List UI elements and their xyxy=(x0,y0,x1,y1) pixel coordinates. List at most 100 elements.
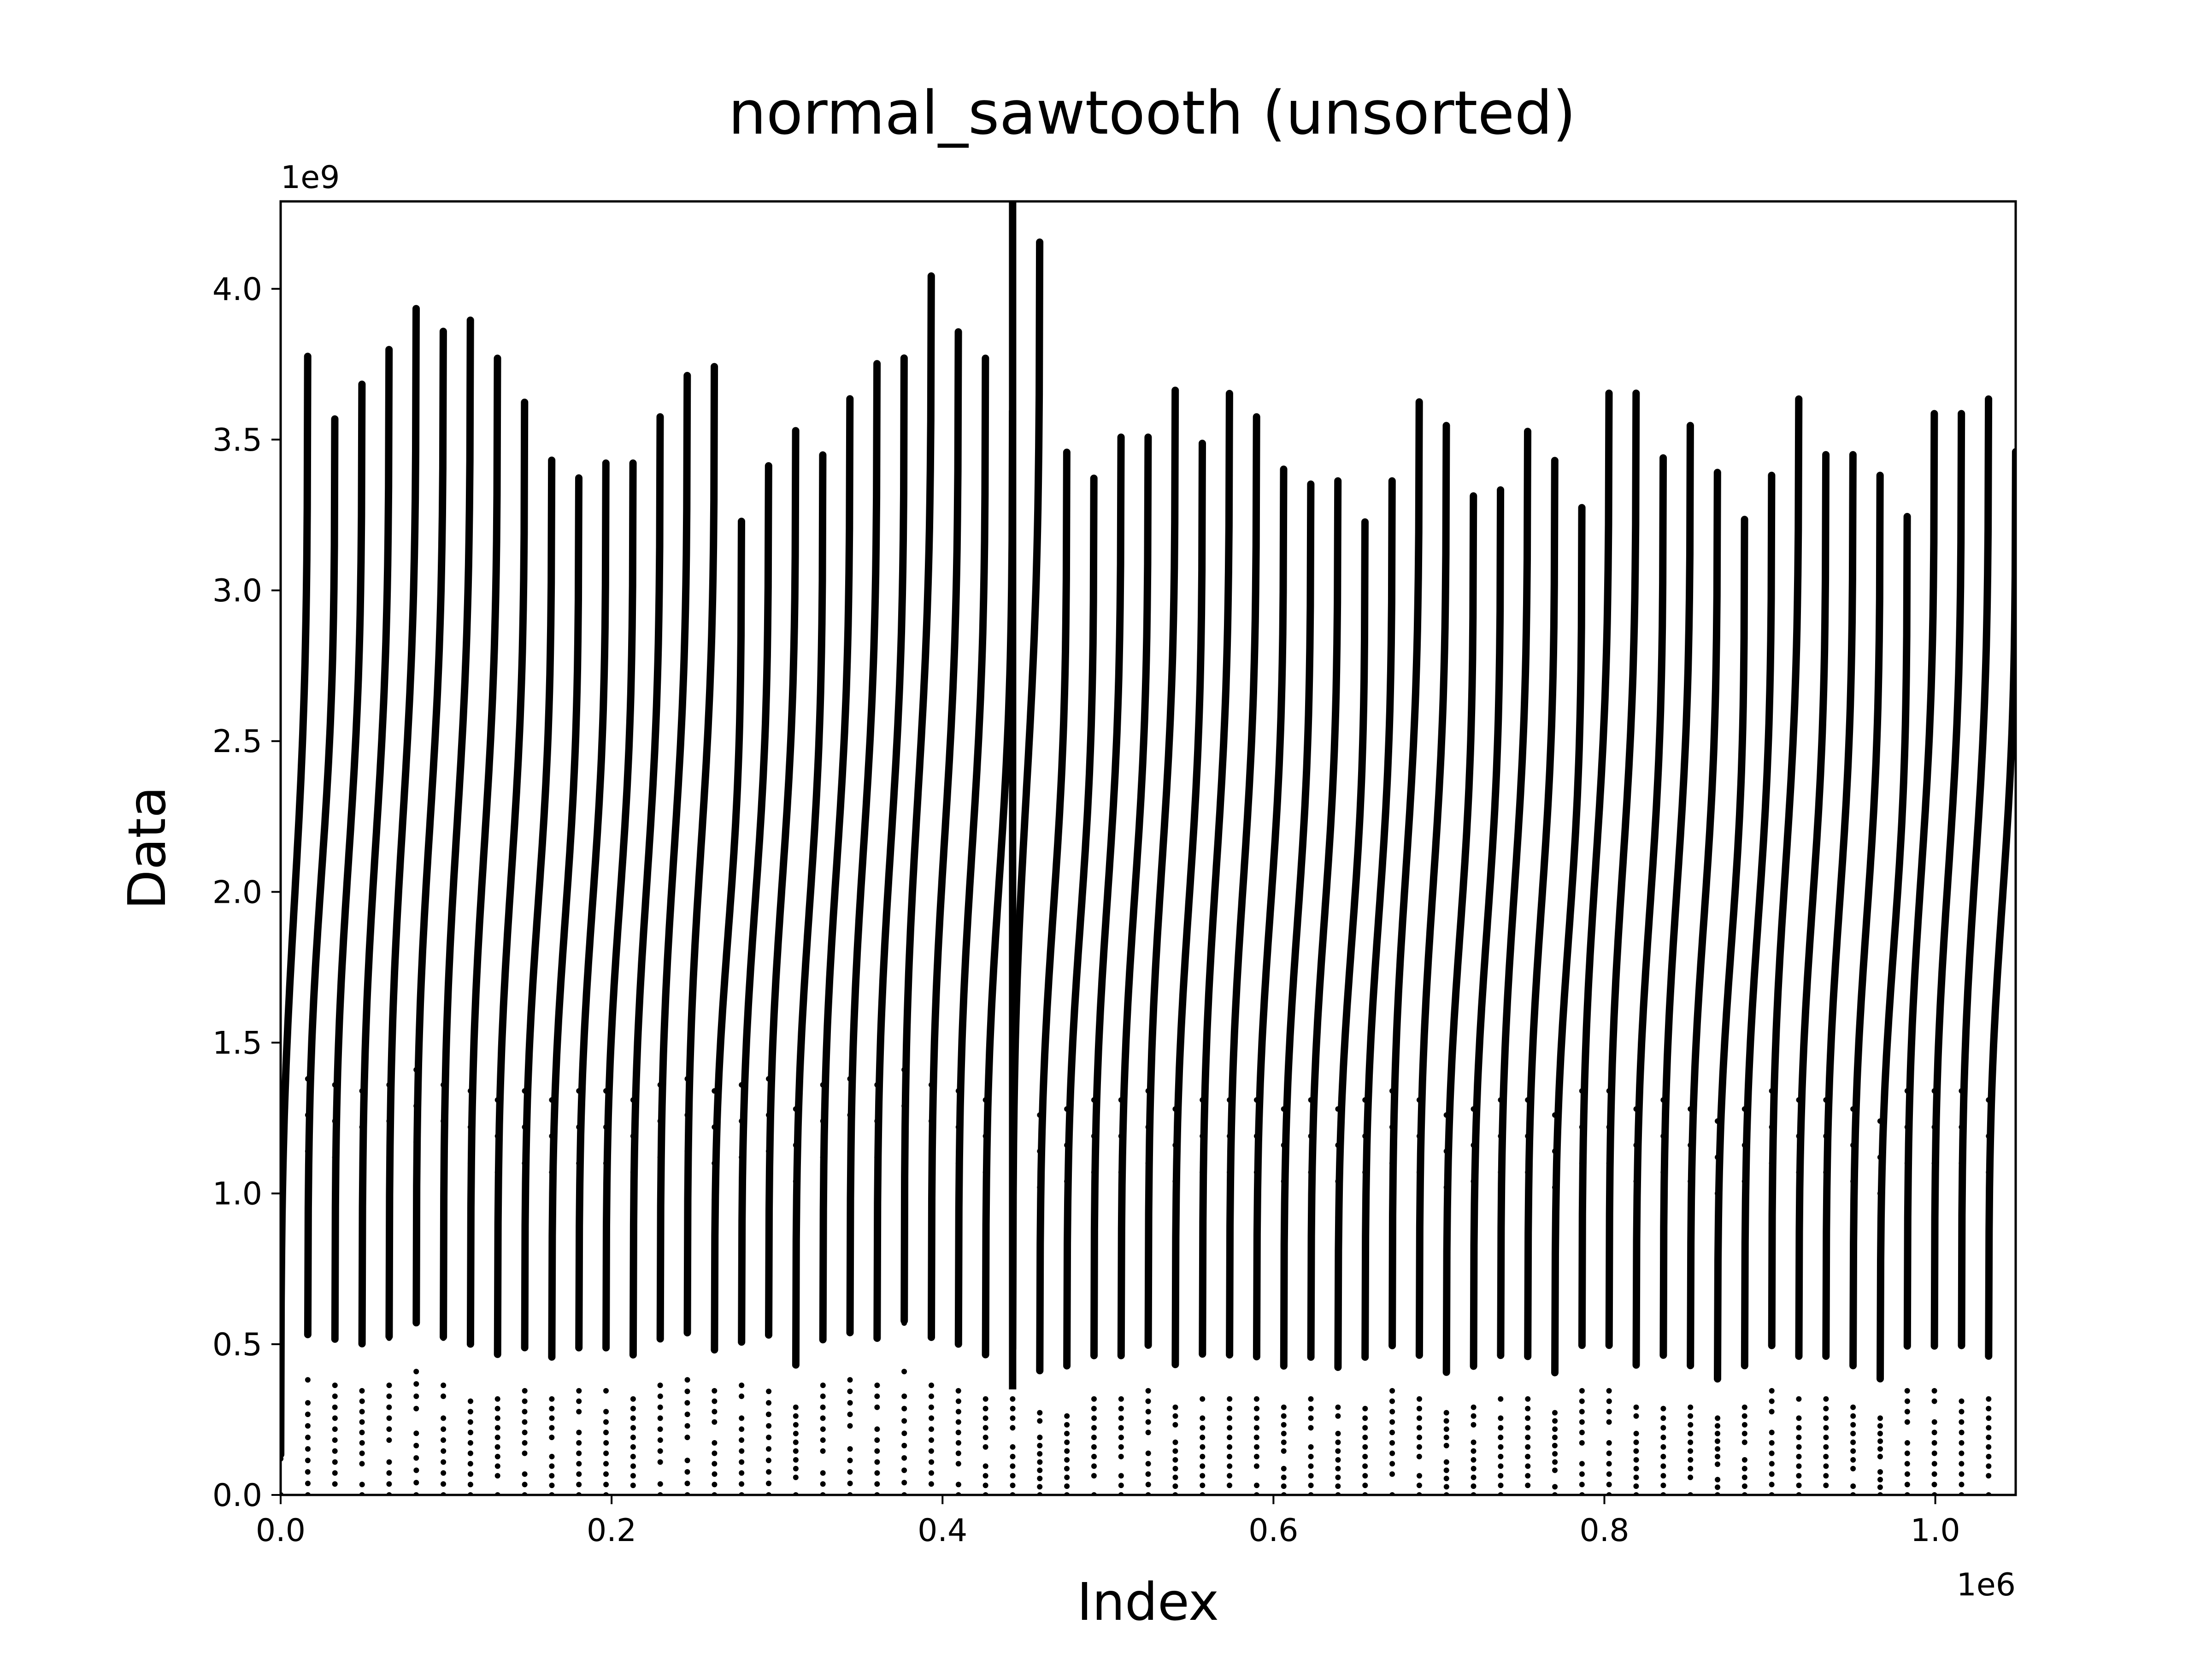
outlier-point xyxy=(955,1440,961,1446)
outlier-point xyxy=(1959,1430,1965,1435)
data-point xyxy=(1091,1314,1097,1320)
outlier-point xyxy=(739,1481,745,1487)
data-point xyxy=(847,1112,853,1118)
outlier-point xyxy=(982,1463,988,1469)
data-point xyxy=(1118,1206,1124,1212)
data-point xyxy=(820,1227,826,1233)
data-point xyxy=(1579,1160,1585,1166)
x-tick-label: 0.8 xyxy=(1579,1512,1629,1549)
data-point xyxy=(467,1196,473,1202)
data-point xyxy=(1281,1215,1287,1220)
data-point xyxy=(1606,1088,1612,1094)
outlier-point xyxy=(1335,1404,1341,1410)
data-point xyxy=(467,1233,473,1239)
outlier-point xyxy=(1823,1406,1829,1412)
outlier-point xyxy=(494,1453,500,1459)
sawtooth-segment xyxy=(1985,448,2016,1360)
outlier-point xyxy=(1959,1409,1965,1415)
data-point xyxy=(684,1184,690,1190)
outlier-point xyxy=(467,1409,473,1415)
data-point xyxy=(1986,1350,1992,1356)
outlier-point xyxy=(1254,1415,1259,1421)
data-point xyxy=(1552,1184,1558,1190)
sawtooth-segment xyxy=(521,456,556,1352)
data-point xyxy=(1660,1133,1666,1139)
outlier-point xyxy=(1064,1465,1070,1471)
outlier-point xyxy=(684,1435,690,1441)
data-point xyxy=(1091,1241,1097,1247)
outlier-point xyxy=(1606,1482,1612,1488)
data-point xyxy=(1633,1251,1639,1257)
outlier-point xyxy=(1443,1467,1449,1473)
data-point xyxy=(929,1263,934,1269)
data-point xyxy=(1796,1241,1802,1247)
y-tick-label: 1.5 xyxy=(212,1025,262,1062)
data-point xyxy=(1335,1323,1341,1329)
outlier-point xyxy=(1552,1459,1558,1465)
data-point xyxy=(1660,1241,1666,1247)
outlier-point xyxy=(1362,1473,1368,1479)
outlier-point xyxy=(1010,1396,1016,1402)
data-point xyxy=(1471,1178,1477,1184)
data-point xyxy=(1823,1241,1829,1247)
data-point xyxy=(820,1263,826,1269)
data-point xyxy=(1389,1088,1395,1094)
data-point xyxy=(1471,1142,1477,1148)
outlier-point xyxy=(1172,1457,1178,1463)
data-point xyxy=(1227,1350,1233,1356)
outlier-point xyxy=(386,1470,392,1476)
outlier-point xyxy=(1633,1404,1639,1410)
outlier-point xyxy=(982,1396,988,1402)
outlier-point xyxy=(1688,1465,1694,1471)
data-point xyxy=(982,1097,988,1103)
outlier-point xyxy=(1172,1474,1178,1480)
data-point xyxy=(684,1076,690,1082)
data-point xyxy=(603,1196,609,1202)
data-point xyxy=(1335,1359,1341,1365)
outlier-point xyxy=(1931,1461,1937,1467)
data-point xyxy=(413,1067,419,1073)
outlier-point xyxy=(1986,1453,1992,1459)
data-point xyxy=(1443,1365,1449,1371)
outlier-point xyxy=(1498,1396,1504,1402)
outlier-point xyxy=(1471,1465,1477,1471)
outlier-point xyxy=(1227,1444,1233,1450)
data-point xyxy=(1986,1241,1992,1247)
outlier-point xyxy=(1281,1422,1287,1428)
data-point xyxy=(603,1124,609,1130)
data-point xyxy=(630,1314,636,1320)
outlier-point xyxy=(1904,1409,1910,1415)
data-point xyxy=(955,1269,961,1275)
outlier-point xyxy=(1416,1415,1422,1421)
sawtooth-segment xyxy=(1253,465,1288,1360)
outlier-point xyxy=(712,1482,718,1488)
outlier-point xyxy=(1660,1415,1666,1421)
outlier-point xyxy=(1525,1453,1531,1459)
data-point xyxy=(1715,1299,1720,1305)
data-point xyxy=(630,1169,636,1175)
data-point xyxy=(1633,1359,1639,1365)
data-point xyxy=(305,1112,311,1118)
outlier-point xyxy=(982,1415,988,1421)
outlier-point xyxy=(793,1422,799,1428)
outlier-point xyxy=(1850,1465,1856,1471)
outlier-point xyxy=(603,1409,609,1415)
data-point xyxy=(1552,1112,1558,1118)
outlier-point xyxy=(1498,1483,1504,1488)
data-point xyxy=(630,1350,636,1356)
data-point xyxy=(1037,1148,1043,1154)
outlier-point xyxy=(1796,1444,1802,1450)
data-point xyxy=(332,1263,338,1269)
data-point xyxy=(1200,1314,1206,1320)
data-point xyxy=(1416,1169,1422,1175)
outlier-point xyxy=(739,1415,745,1421)
outlier-point xyxy=(1118,1483,1124,1488)
data-point xyxy=(1931,1233,1937,1239)
outlier-point xyxy=(929,1470,934,1476)
data-point xyxy=(1688,1142,1694,1148)
data-point xyxy=(1741,1178,1747,1184)
data-point xyxy=(1796,1350,1802,1356)
data-point xyxy=(1606,1124,1612,1130)
outlier-point xyxy=(1471,1422,1477,1428)
data-point xyxy=(1362,1133,1368,1139)
